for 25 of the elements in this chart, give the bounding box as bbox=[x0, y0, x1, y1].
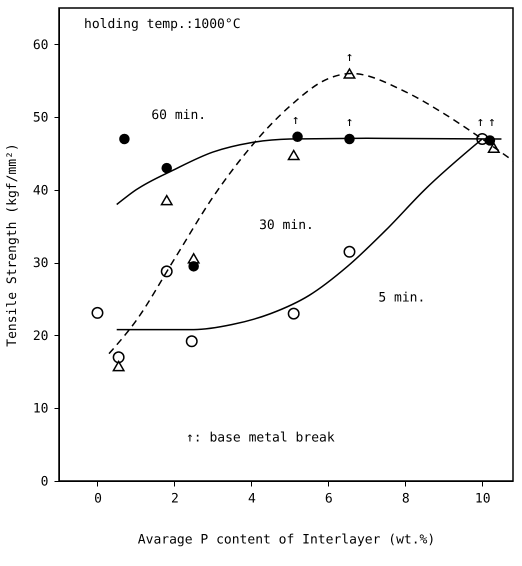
annotation: ↑: base metal break bbox=[186, 430, 335, 446]
x-tick-label: 4 bbox=[248, 492, 256, 506]
annotation: ↑ bbox=[292, 113, 300, 128]
x-tick-label: 8 bbox=[402, 492, 410, 506]
annotation: 5 min. bbox=[378, 290, 426, 306]
annotation: ↑ bbox=[346, 50, 354, 65]
annotation: ↑ bbox=[346, 115, 354, 130]
y-tick-label: 30 bbox=[32, 256, 48, 272]
y-tick-label: 0 bbox=[40, 474, 48, 490]
y-tick-label: 60 bbox=[32, 38, 48, 53]
y-axis-title: Tensile Strength (kgf/mm²) bbox=[4, 143, 20, 347]
annotation: 60 min. bbox=[151, 108, 206, 123]
y-tick-label: 20 bbox=[32, 328, 48, 344]
y-tick-label: 40 bbox=[32, 183, 48, 198]
annotation: ↑ bbox=[488, 115, 496, 130]
x-tick-label: 10 bbox=[474, 492, 491, 506]
x-axis-title: Avarage P content of Interlayer (wt.%) bbox=[138, 532, 436, 548]
annotation: ↑ bbox=[476, 115, 484, 130]
x-tick-label: 6 bbox=[324, 492, 333, 506]
annotation: 30 min. bbox=[259, 218, 314, 233]
x-tick-label: 0 bbox=[94, 492, 102, 506]
x-tick-label: 2 bbox=[171, 492, 179, 506]
text: holding temp.:1000°C bbox=[84, 17, 241, 32]
y-tick-label: 50 bbox=[32, 110, 48, 126]
y-tick-label: 10 bbox=[32, 402, 48, 417]
